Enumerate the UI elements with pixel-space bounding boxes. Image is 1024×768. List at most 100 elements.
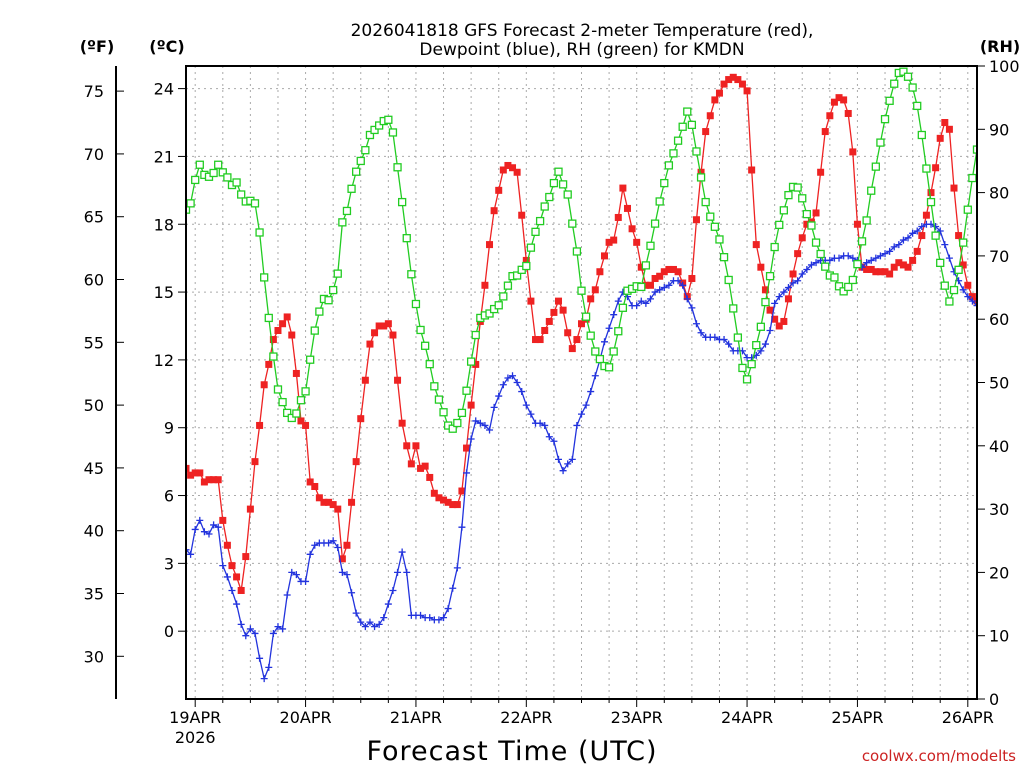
temperature-point xyxy=(932,164,940,172)
dewpoint-point xyxy=(936,227,944,235)
dewpoint-point xyxy=(173,469,180,476)
dewpoint-point xyxy=(899,236,907,244)
relative-humidity-point xyxy=(563,190,572,199)
grid-lines xyxy=(186,66,977,699)
temperature-point xyxy=(623,204,631,212)
relative-humidity-point xyxy=(972,145,977,154)
relative-humidity-point xyxy=(761,297,770,307)
relative-humidity-point xyxy=(862,216,871,225)
dewpoint-point xyxy=(826,256,834,264)
temperature-point xyxy=(417,464,425,472)
dewpoint-point xyxy=(187,550,195,558)
temperature-point xyxy=(789,270,797,278)
fahrenheit-tick-label: 60 xyxy=(84,271,104,290)
fahrenheit-unit-label: (ºF) xyxy=(80,37,115,56)
dewpoint-point xyxy=(679,281,687,289)
temperature-point xyxy=(955,232,963,240)
dewpoint-point xyxy=(688,304,696,312)
dewpoint-point xyxy=(881,250,889,258)
relative-humidity-point xyxy=(264,313,273,323)
temperature-point xyxy=(559,306,567,314)
celsius-tick-label: 6 xyxy=(164,487,174,506)
relative-humidity-point xyxy=(660,178,669,188)
temperature-point xyxy=(853,220,861,228)
relative-humidity-point xyxy=(655,197,664,206)
temperature-point xyxy=(214,476,222,484)
dewpoint-point xyxy=(269,629,277,637)
relative-humidity-point xyxy=(926,197,936,207)
relative-humidity-point xyxy=(411,299,421,309)
dewpoint-point xyxy=(495,392,503,400)
dewpoint-point xyxy=(426,614,434,622)
rh-tick-label: 40 xyxy=(989,437,1009,456)
temperature-point xyxy=(371,329,379,337)
dewpoint-point xyxy=(720,336,728,344)
dewpoint-point xyxy=(918,223,926,231)
relative-humidity-point xyxy=(315,307,324,316)
dewpoint-point xyxy=(665,281,673,289)
relative-humidity-point xyxy=(388,128,398,137)
temperature-point xyxy=(509,164,517,172)
celsius-tick-label: 3 xyxy=(164,554,174,573)
temperature-point xyxy=(573,336,581,344)
temperature-point xyxy=(237,586,245,594)
dewpoint-point xyxy=(550,437,558,445)
dewpoint-point xyxy=(283,591,291,599)
x-axis-label: Forecast Time (UTC) xyxy=(366,736,657,767)
temperature-point xyxy=(978,302,985,309)
temperature-point xyxy=(715,89,723,97)
relative-humidity-point xyxy=(191,175,200,185)
relative-humidity-point xyxy=(283,408,292,418)
temperature-point xyxy=(352,458,360,466)
relative-humidity-point xyxy=(466,357,476,366)
temperature-point xyxy=(440,496,448,504)
dewpoint-point xyxy=(186,546,190,554)
dewpoint-point xyxy=(481,421,489,429)
temperature-point xyxy=(334,505,342,513)
temperature-point xyxy=(545,317,553,325)
temperature-point xyxy=(169,316,176,323)
relative-humidity-point xyxy=(664,161,674,170)
temperature-point xyxy=(605,238,613,246)
dewpoint-point xyxy=(306,550,314,558)
temperature-point xyxy=(610,236,618,244)
relative-humidity-point xyxy=(738,363,747,373)
dewpoint-point xyxy=(895,241,903,249)
dewpoint-point xyxy=(311,541,319,549)
relative-humidity-point xyxy=(609,347,618,356)
relative-humidity-point xyxy=(499,292,508,301)
dewpoint-point xyxy=(789,279,797,287)
relative-humidity-point xyxy=(637,282,646,292)
temperature-point xyxy=(366,340,374,348)
dewpoint-point xyxy=(803,265,811,273)
dewpoint-point xyxy=(812,259,820,267)
dewpoint-point xyxy=(518,388,526,396)
relative-humidity-point xyxy=(770,242,779,252)
relative-humidity-point xyxy=(370,125,379,135)
relative-humidity-point xyxy=(232,178,241,187)
dewpoint-point xyxy=(725,340,733,348)
relative-humidity-point xyxy=(338,218,347,227)
relative-humidity-point xyxy=(890,79,899,88)
temperature-point xyxy=(467,401,475,409)
dewpoint-point xyxy=(633,302,641,310)
temperature-point xyxy=(223,541,231,549)
x-tick-label: 20APR xyxy=(280,708,332,727)
relative-humidity-point xyxy=(310,326,319,335)
relative-humidity-point xyxy=(802,209,811,219)
dewpoint-point xyxy=(890,243,898,251)
series-layer xyxy=(169,67,985,683)
dewpoint-point xyxy=(541,421,549,429)
temperature-point xyxy=(348,498,356,506)
temperature-point xyxy=(803,220,811,228)
relative-humidity-point xyxy=(692,147,701,156)
temperature-point xyxy=(651,275,659,283)
relative-humidity-point xyxy=(715,235,724,244)
temperature-point xyxy=(375,322,383,330)
dewpoint-point xyxy=(646,295,654,303)
temperature-point xyxy=(867,265,875,273)
relative-humidity-point xyxy=(260,273,269,282)
dewpoint-point xyxy=(486,426,494,434)
temperature-point xyxy=(669,265,677,273)
dewpoint-point xyxy=(973,302,977,310)
